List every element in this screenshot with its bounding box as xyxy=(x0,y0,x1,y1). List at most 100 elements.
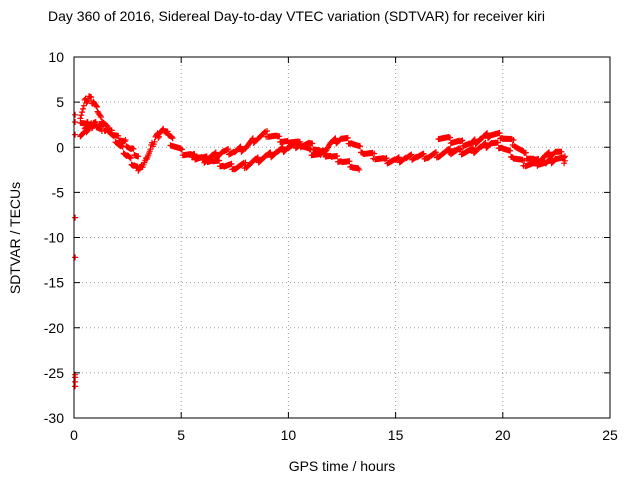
data-point xyxy=(122,137,129,143)
data-point xyxy=(156,133,162,140)
outlier-point xyxy=(72,131,79,138)
data-point xyxy=(93,121,100,128)
data-point xyxy=(130,145,137,152)
data-point xyxy=(155,134,162,141)
data-point xyxy=(85,97,92,104)
x-tick-label: 0 xyxy=(70,427,78,443)
x-tick-label: 25 xyxy=(602,427,618,443)
data-point xyxy=(334,153,341,159)
data-point xyxy=(521,157,528,164)
outlier-point xyxy=(72,214,79,221)
outlier-point xyxy=(72,119,79,125)
y-tick-label: -30 xyxy=(44,410,64,426)
y-tick-label: -5 xyxy=(52,184,65,200)
data-point xyxy=(88,94,95,101)
data-point xyxy=(169,135,176,142)
data-point xyxy=(225,146,232,153)
data-point xyxy=(383,155,390,162)
chart-title: Day 360 of 2016, Sidereal Day-to-day VTE… xyxy=(48,8,545,24)
data-point xyxy=(494,139,501,146)
data-point xyxy=(278,144,285,151)
data-point xyxy=(276,133,283,140)
y-tick-label: 5 xyxy=(56,94,64,110)
data-point xyxy=(97,112,104,119)
data-point xyxy=(507,147,514,154)
data-point xyxy=(200,154,207,161)
data-point xyxy=(331,136,338,143)
x-tick-label: 10 xyxy=(281,427,297,443)
data-point xyxy=(309,140,316,147)
data-point xyxy=(307,146,314,153)
data-point xyxy=(78,112,85,119)
data-point xyxy=(332,135,339,142)
data-point xyxy=(522,149,529,156)
data-point xyxy=(561,154,568,161)
data-point xyxy=(127,154,133,161)
data-point xyxy=(420,150,427,157)
data-point xyxy=(481,140,488,147)
data-point xyxy=(84,98,91,105)
data-point xyxy=(457,146,464,153)
data-point xyxy=(371,150,378,157)
outlier-point xyxy=(72,111,79,118)
y-tick-label: -15 xyxy=(44,275,64,291)
data-point xyxy=(84,128,91,135)
axis-ticks: 0 5 10 15 20 25 -30 -25 -20 -15 -10 -5 0 5 10 xyxy=(44,49,618,443)
data-point xyxy=(80,105,86,112)
data-point xyxy=(266,150,273,156)
data-point xyxy=(242,159,249,166)
data-point xyxy=(115,132,122,139)
x-axis-label: GPS time / hours xyxy=(289,458,396,474)
data-point xyxy=(545,150,552,156)
data-point xyxy=(264,128,270,134)
data-point xyxy=(395,154,402,161)
data-point xyxy=(212,150,218,157)
data-point xyxy=(179,146,185,153)
data-point xyxy=(470,145,477,151)
data-point xyxy=(88,125,95,132)
data-point xyxy=(346,158,353,165)
data-point xyxy=(98,128,105,134)
data-point xyxy=(199,155,206,162)
data-point xyxy=(254,155,261,162)
y-tick-label: 0 xyxy=(56,139,64,155)
data-point xyxy=(344,134,351,141)
data-point xyxy=(236,144,243,151)
data-point xyxy=(357,143,364,150)
data-point xyxy=(433,149,439,156)
x-tick-label: 5 xyxy=(177,427,185,443)
data-point xyxy=(356,166,363,173)
data-point xyxy=(80,130,86,137)
data-point xyxy=(483,130,490,137)
data-point xyxy=(558,148,565,155)
data-point xyxy=(127,155,134,162)
outlier-point xyxy=(72,254,79,261)
data-point xyxy=(395,154,402,161)
data-point xyxy=(168,133,175,140)
outlier-point xyxy=(72,383,79,390)
data-point xyxy=(100,121,107,128)
data-point xyxy=(267,149,274,156)
data-point xyxy=(135,153,142,160)
data-point xyxy=(93,103,100,110)
data-point xyxy=(237,143,244,150)
data-point xyxy=(546,149,552,156)
grid-lines xyxy=(74,57,610,418)
x-tick-label: 15 xyxy=(388,427,404,443)
data-point xyxy=(93,102,100,109)
data-point xyxy=(496,129,503,136)
x-tick-label: 20 xyxy=(495,427,511,443)
data-point xyxy=(85,126,92,133)
data-points xyxy=(72,93,568,390)
data-point xyxy=(459,137,466,144)
data-point xyxy=(164,128,171,135)
data-point xyxy=(228,160,235,167)
data-point xyxy=(121,138,128,145)
data-point xyxy=(79,109,86,116)
data-point xyxy=(408,151,415,158)
data-point xyxy=(254,154,261,161)
y-axis-label: SDTVAR / TECUs xyxy=(7,182,23,294)
data-point xyxy=(469,145,476,152)
